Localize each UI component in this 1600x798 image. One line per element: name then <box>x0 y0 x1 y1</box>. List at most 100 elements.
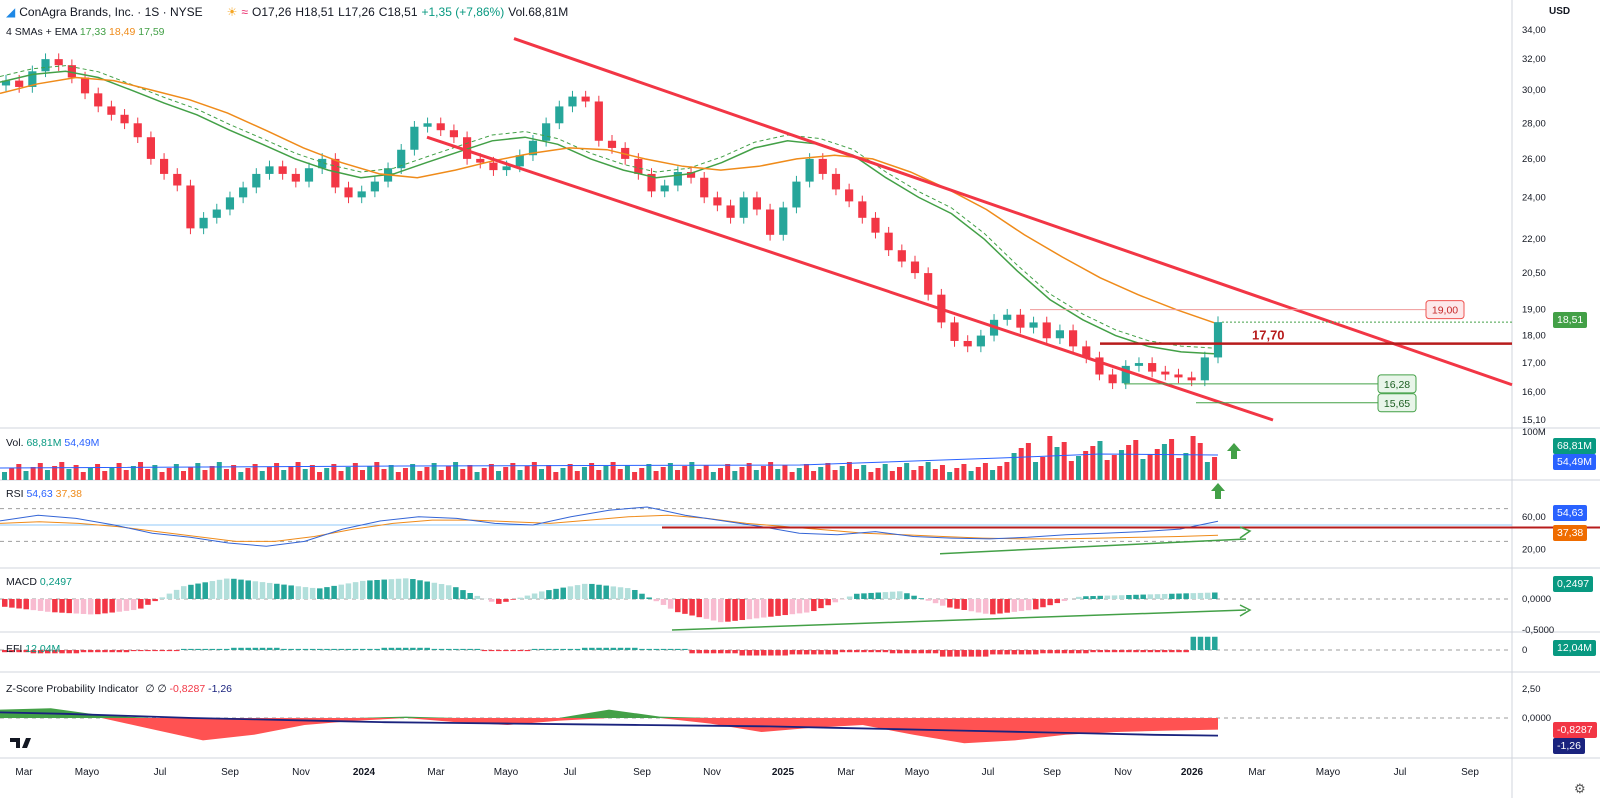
efi-bar <box>1212 636 1218 650</box>
volume-bar <box>739 467 745 480</box>
efi-bar <box>309 648 316 650</box>
volume-bar <box>574 471 580 480</box>
volume-bar <box>682 466 688 480</box>
efi-bar <box>453 648 459 650</box>
volume-bar <box>30 467 36 480</box>
efi-bar <box>44 650 51 654</box>
sma-legend[interactable]: 4 SMAs + EMA 17,33 18,49 17,59 <box>6 26 165 38</box>
macd-bar <box>259 582 266 599</box>
support1-label: 16,28 <box>1384 379 1410 391</box>
rsi-legend[interactable]: RSI 54,63 37,38 <box>6 488 82 500</box>
macd-bar <box>80 599 87 614</box>
efi-bar <box>524 650 531 652</box>
candle-body <box>54 59 63 66</box>
efi-bar <box>209 648 216 650</box>
macd-bar <box>23 599 29 610</box>
upper-level-label: 19,00 <box>1432 305 1458 317</box>
macd-bar <box>317 588 323 599</box>
macd-bar <box>223 578 230 599</box>
volume-bar <box>388 465 394 480</box>
macd-bar <box>1176 593 1182 599</box>
candle-body <box>1055 330 1064 339</box>
efi-bar <box>488 650 495 652</box>
volume-bar <box>975 467 981 480</box>
currency-label[interactable]: USD <box>1549 6 1571 17</box>
efi-bar <box>1033 650 1039 655</box>
candle-body <box>792 181 801 208</box>
efi-bar <box>932 650 939 654</box>
volume-bar <box>925 462 931 480</box>
efi-bar <box>610 647 617 650</box>
zscore-legend[interactable]: Z-Score Probability Indicator ∅ ∅ -0,828… <box>6 683 232 695</box>
candle-body <box>581 96 590 102</box>
candle-body <box>15 80 24 87</box>
volume-bar <box>274 463 280 480</box>
macd-legend[interactable]: MACD 0,2497 <box>6 576 72 588</box>
volume-bar <box>1154 449 1160 480</box>
efi-bar <box>102 650 108 653</box>
macd-bar <box>1040 599 1046 608</box>
zscore-badge-2: -1,26 <box>1553 738 1585 754</box>
efi-bar <box>1176 650 1182 653</box>
efi-bar <box>517 650 524 652</box>
macd-bar <box>1061 599 1068 602</box>
volume-bar <box>1111 455 1117 480</box>
macd-bar <box>689 599 695 616</box>
price-axis-label: 22,00 <box>1522 234 1546 245</box>
volume-bar <box>496 471 502 480</box>
time-axis-label: 2024 <box>353 767 376 778</box>
efi-legend[interactable]: EFI 12,04M <box>6 643 60 655</box>
volume-bar <box>1068 461 1074 480</box>
candle-body <box>225 197 235 210</box>
efi-bar <box>231 647 237 650</box>
symbol-title[interactable]: ConAgra Brands, Inc. · 1S · NYSE <box>19 5 203 19</box>
efi-bar <box>496 650 502 652</box>
efi-bar <box>710 650 717 654</box>
efi-label: EFI <box>6 643 23 655</box>
efi-bar <box>968 650 975 657</box>
macd-bar <box>1097 595 1103 599</box>
efi-bar <box>725 650 731 654</box>
macd-bar <box>868 592 874 599</box>
volume-bar <box>889 471 895 480</box>
candle-body <box>252 173 261 188</box>
volume-bar <box>252 464 258 480</box>
candle-body <box>673 172 682 186</box>
macd-bar <box>360 580 366 599</box>
efi-bar <box>803 650 810 655</box>
volume-bar <box>474 472 480 480</box>
efi-bar <box>947 650 953 657</box>
volume-bar <box>689 462 695 480</box>
volume-bar <box>696 469 702 480</box>
efi-bar <box>811 650 817 655</box>
time-axis-label: Mayo <box>75 767 100 778</box>
macd-bar <box>753 599 760 619</box>
change-value: +1,35 (+7,86%) <box>421 5 505 19</box>
price-axis-label: 16,00 <box>1522 387 1546 398</box>
volume-bar <box>710 472 716 480</box>
volume-bar <box>345 467 351 480</box>
time-axis-label: Sep <box>1043 767 1061 778</box>
volume-bar <box>488 464 494 480</box>
volume-bar <box>825 463 831 480</box>
macd-bar <box>188 584 194 599</box>
efi-bar <box>954 650 960 657</box>
efi-bar <box>445 648 452 650</box>
efi-bar <box>1147 650 1154 653</box>
volume-legend[interactable]: Vol. 68,81M 54,49M <box>6 437 99 449</box>
volume-bar <box>617 469 623 480</box>
volume-bar <box>130 466 136 480</box>
efi-bar <box>1111 650 1118 653</box>
volume-bar <box>467 465 473 480</box>
settings-gear-icon[interactable]: ⚙ <box>1574 781 1586 796</box>
candle-body <box>884 232 893 251</box>
volume-bar <box>481 468 487 480</box>
volume-bar <box>109 467 115 480</box>
macd-bar <box>1054 599 1061 604</box>
volume-bar <box>360 470 365 480</box>
macd-bar <box>431 582 438 599</box>
macd-bar <box>95 599 101 615</box>
volume-bar <box>875 468 881 480</box>
volume-bar <box>181 471 186 480</box>
